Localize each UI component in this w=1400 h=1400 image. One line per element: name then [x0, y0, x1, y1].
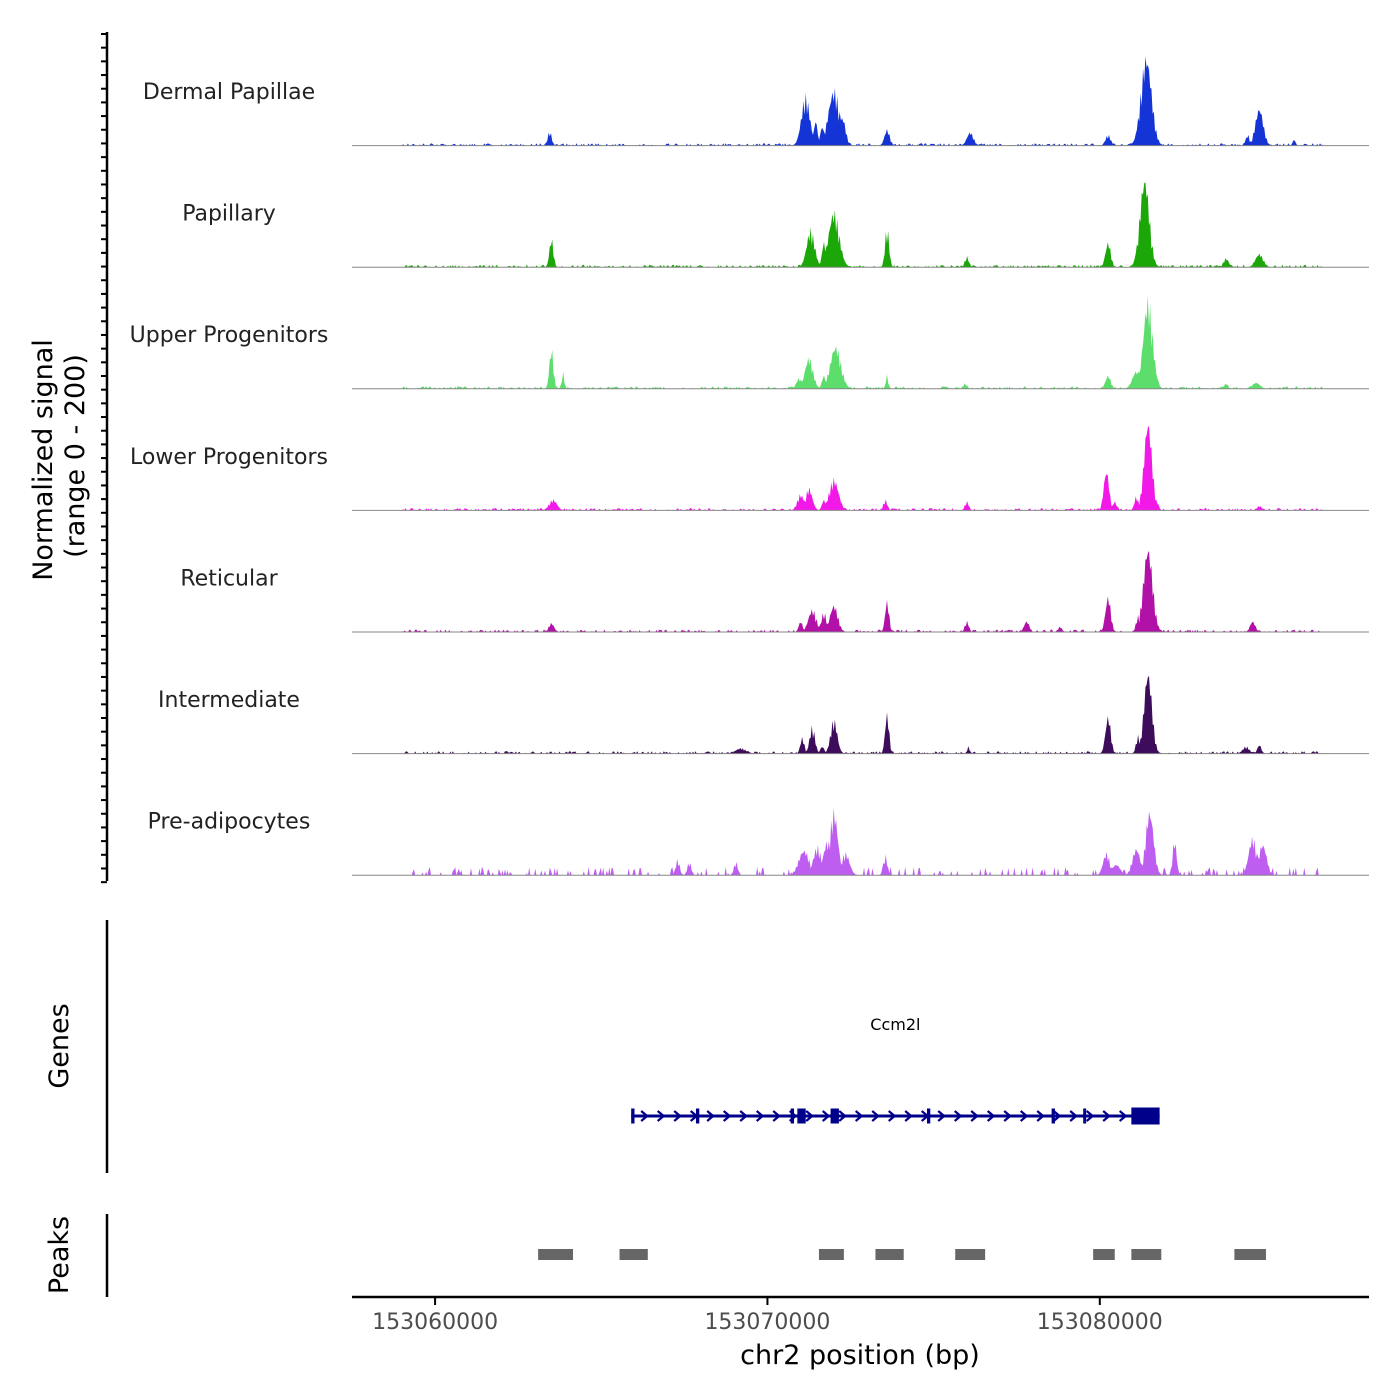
strand-arrow	[755, 1110, 765, 1122]
track-upper-progenitors: Upper Progenitors	[130, 295, 1369, 390]
track-label: Papillary	[182, 202, 276, 227]
x-axis-ticks: 153060000 153070000 153080000	[372, 1297, 1163, 1335]
strand-arrow	[772, 1110, 781, 1122]
strand-arrow	[1052, 1110, 1062, 1122]
signal-y-ticks	[101, 33, 107, 884]
strand-arrow	[1085, 1110, 1095, 1122]
gene-exon	[695, 1108, 700, 1124]
track-label: Dermal Papillae	[143, 80, 315, 105]
x-axis: 153060000 153070000 153080000 chr2 positio…	[352, 1295, 1369, 1371]
strand-arrow	[1069, 1110, 1078, 1122]
strand-arrow	[838, 1110, 847, 1122]
strand-arrow	[739, 1110, 748, 1122]
track-label: Upper Progenitors	[130, 323, 329, 348]
signal-area	[401, 56, 1323, 146]
x-tick-label: 153070000	[704, 1310, 830, 1335]
peak-region-bar	[875, 1249, 904, 1260]
signal-area	[401, 182, 1323, 268]
gene-exon	[830, 1108, 839, 1124]
y-axis-title-line2: (range 0 - 200)	[60, 354, 91, 558]
track-intermediate: Intermediate	[158, 675, 1369, 755]
y-axis-title-line1: Normalized signal	[28, 339, 59, 581]
track-label: Pre-adipocytes	[148, 810, 311, 835]
strand-arrow	[673, 1110, 682, 1122]
strand-arrow	[1003, 1110, 1012, 1122]
strand-arrow	[1118, 1110, 1128, 1122]
strand-arrow	[656, 1110, 666, 1122]
x-tick-label: 153080000	[1037, 1310, 1163, 1335]
strand-arrow	[722, 1110, 732, 1122]
gene-name-label: Ccm2l	[870, 1015, 920, 1034]
genes-panel-label: Genes	[44, 1003, 75, 1088]
strand-arrow	[986, 1110, 996, 1122]
strand-arrow	[887, 1110, 897, 1122]
strand-arrow	[970, 1110, 979, 1122]
track-label: Intermediate	[158, 688, 300, 713]
strand-arrow	[1036, 1110, 1045, 1122]
track-lower-progenitors: Lower Progenitors	[130, 425, 1369, 511]
gene-ccm2l: Ccm2l	[631, 1015, 1160, 1125]
strand-arrow	[706, 1110, 715, 1122]
track-label: Lower Progenitors	[130, 445, 328, 470]
peak-region-bar	[538, 1249, 574, 1260]
gene-exon	[1131, 1107, 1160, 1125]
peak-region-bar	[1131, 1249, 1162, 1260]
peak-regions	[538, 1249, 1266, 1260]
genes-panel: Genes Ccm2l	[44, 920, 1160, 1173]
gene-exon	[1051, 1108, 1055, 1124]
strand-arrow	[805, 1110, 814, 1122]
strand-arrow	[937, 1110, 946, 1122]
peaks-panel: Peaks	[44, 1214, 1266, 1297]
track-pre-adipocytes: Pre-adipocytes	[148, 807, 1369, 876]
signal-area	[401, 550, 1323, 632]
x-axis-title: chr2 position (bp)	[740, 1340, 980, 1371]
strand-arrow	[904, 1110, 913, 1122]
strand-arrow	[640, 1110, 649, 1122]
signal-tracks: Dermal Papillae Papillary Upper Progenitor…	[130, 56, 1369, 876]
peak-region-bar	[1093, 1249, 1115, 1260]
strand-arrow	[953, 1110, 963, 1122]
signal-area	[401, 807, 1323, 876]
x-tick-label: 153060000	[372, 1310, 498, 1335]
gene-exon	[631, 1108, 635, 1124]
gene-exon	[926, 1108, 931, 1124]
gene-exon	[797, 1108, 806, 1124]
signal-y-axis-title: Normalized signal (range 0 - 200)	[28, 339, 91, 581]
strand-arrow	[871, 1110, 880, 1122]
peaks-panel-label: Peaks	[44, 1216, 75, 1294]
signal-area	[401, 425, 1323, 511]
signal-area	[401, 295, 1323, 389]
peak-region-bar	[1234, 1249, 1266, 1260]
strand-arrow	[821, 1110, 831, 1122]
strand-arrow	[1102, 1110, 1111, 1122]
gene-models: Ccm2l	[631, 1015, 1160, 1125]
strand-arrow	[1019, 1110, 1029, 1122]
track-dermal-papillae: Dermal Papillae	[143, 56, 1369, 147]
strand-arrow	[854, 1110, 864, 1122]
peak-region-bar	[619, 1249, 648, 1260]
peak-region-bar	[955, 1249, 986, 1260]
signal-area	[401, 675, 1323, 754]
gene-exon	[790, 1108, 795, 1124]
track-reticular: Reticular	[180, 550, 1369, 633]
gene-exon	[1083, 1108, 1087, 1124]
signal-panel: Normalized signal (range 0 - 200) Dermal…	[28, 32, 1369, 884]
peak-region-bar	[818, 1249, 844, 1260]
track-label: Reticular	[180, 566, 278, 591]
track-papillary: Papillary	[182, 182, 1369, 268]
